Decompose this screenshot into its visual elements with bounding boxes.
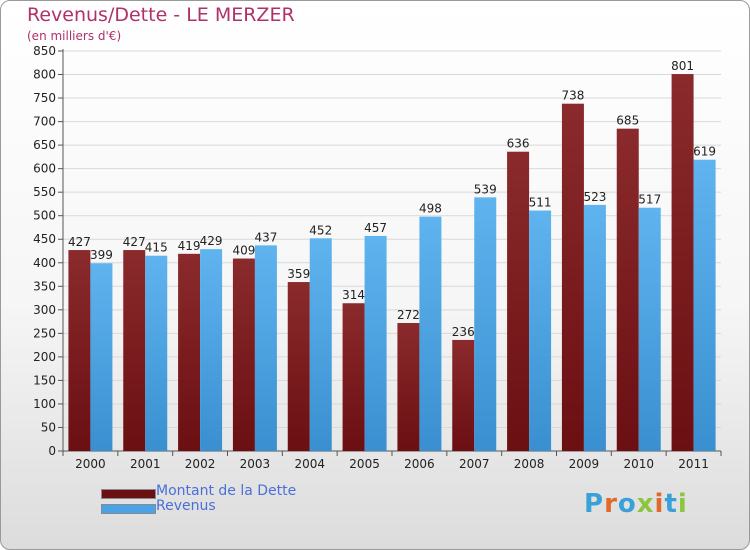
legend-label-revenue: Revenus	[156, 498, 216, 514]
y-tick-label: 550	[33, 185, 56, 199]
data-label-revenue: 457	[364, 221, 387, 235]
bar-debt	[616, 128, 639, 451]
bar-debt	[561, 103, 584, 452]
y-tick-label: 300	[33, 303, 56, 317]
bar-revenue	[145, 255, 168, 451]
data-label-debt: 236	[452, 325, 475, 339]
legend-swatch-revenue	[101, 504, 156, 514]
data-label-revenue: 415	[145, 241, 168, 255]
y-tick-label: 350	[33, 279, 56, 293]
x-tick-label: 2003	[240, 457, 271, 471]
legend-swatch-debt	[101, 489, 156, 499]
data-label-debt: 801	[671, 59, 694, 73]
y-tick-label: 500	[33, 209, 56, 223]
y-tick-label: 700	[33, 115, 56, 129]
x-tick-label: 2004	[294, 457, 325, 471]
data-label-debt: 409	[232, 244, 255, 258]
chart-subtitle: (en milliers d'€)	[27, 29, 122, 43]
logo-letter: o	[617, 489, 637, 519]
bar-revenue	[638, 207, 661, 451]
data-label-debt: 685	[616, 114, 639, 128]
legend-label-debt: Montant de la Dette	[156, 483, 297, 499]
chart-title: Revenus/Dette - LE MERZER	[27, 4, 295, 26]
data-label-revenue: 429	[200, 234, 223, 248]
y-tick-label: 250	[33, 326, 56, 340]
x-tick-label: 2010	[623, 457, 654, 471]
x-tick-label: 2007	[459, 457, 490, 471]
bar-debt	[232, 258, 255, 451]
data-label-debt: 359	[287, 267, 310, 281]
bar-debt	[178, 253, 201, 451]
bar-revenue	[583, 204, 606, 451]
bar-revenue	[693, 159, 716, 452]
data-label-debt: 427	[68, 235, 91, 249]
bar-debt	[671, 74, 694, 451]
logo-letter: r	[604, 489, 618, 519]
data-label-revenue: 452	[309, 223, 332, 237]
y-tick-label: 0	[48, 444, 56, 458]
data-label-debt: 314	[342, 288, 365, 302]
data-label-revenue: 517	[638, 193, 661, 207]
y-tick-label: 400	[33, 256, 56, 270]
data-label-revenue: 619	[693, 145, 716, 159]
x-tick-label: 2005	[349, 457, 380, 471]
y-tick-label: 650	[33, 138, 56, 152]
data-label-revenue: 399	[90, 248, 113, 262]
bar-revenue	[254, 245, 277, 451]
data-label-revenue: 511	[529, 196, 552, 210]
x-tick-label: 2006	[404, 457, 435, 471]
x-tick-label: 2000	[75, 457, 106, 471]
bar-revenue	[474, 197, 497, 451]
data-label-revenue: 523	[583, 190, 606, 204]
y-tick-label: 800	[33, 68, 56, 82]
bar-revenue	[419, 216, 442, 451]
bar-debt	[68, 250, 91, 451]
logo-letter: i	[677, 489, 688, 519]
logo-letter: x	[636, 489, 655, 519]
data-label-debt: 636	[507, 137, 530, 151]
y-tick-label: 100	[33, 397, 56, 411]
x-tick-label: 2002	[185, 457, 216, 471]
x-tick-label: 2009	[569, 457, 600, 471]
y-tick-label: 50	[41, 420, 56, 434]
brand-logo: Proxiti	[584, 489, 688, 519]
y-tick-label: 450	[33, 232, 56, 246]
x-tick-label: 2011	[678, 457, 709, 471]
bar-debt	[507, 151, 530, 452]
y-tick-label: 200	[33, 350, 56, 364]
data-label-debt: 738	[561, 89, 584, 103]
data-label-revenue: 437	[254, 230, 277, 244]
bar-debt	[342, 303, 365, 451]
bar-revenue	[309, 238, 332, 451]
y-tick-label: 150	[33, 373, 56, 387]
data-label-revenue: 539	[474, 182, 497, 196]
data-label-revenue: 498	[419, 202, 442, 216]
x-tick-label: 2008	[514, 457, 545, 471]
data-label-debt: 272	[397, 308, 420, 322]
data-label-debt: 427	[123, 235, 146, 249]
y-tick-label: 850	[33, 44, 56, 58]
bar-revenue	[364, 235, 387, 451]
bar-debt	[397, 323, 420, 451]
x-tick-label: 2001	[130, 457, 161, 471]
bar-revenue	[529, 210, 552, 451]
bar-debt	[452, 339, 475, 451]
bar-revenue	[200, 249, 223, 451]
y-tick-label: 600	[33, 162, 56, 176]
logo-letter: t	[664, 489, 678, 519]
logo-letter: P	[584, 489, 605, 519]
data-label-debt: 419	[178, 239, 201, 253]
bar-revenue	[90, 263, 113, 451]
logo-letter: i	[654, 489, 665, 519]
bar-debt	[123, 250, 146, 451]
y-tick-label: 750	[33, 91, 56, 105]
bar-debt	[287, 282, 310, 451]
